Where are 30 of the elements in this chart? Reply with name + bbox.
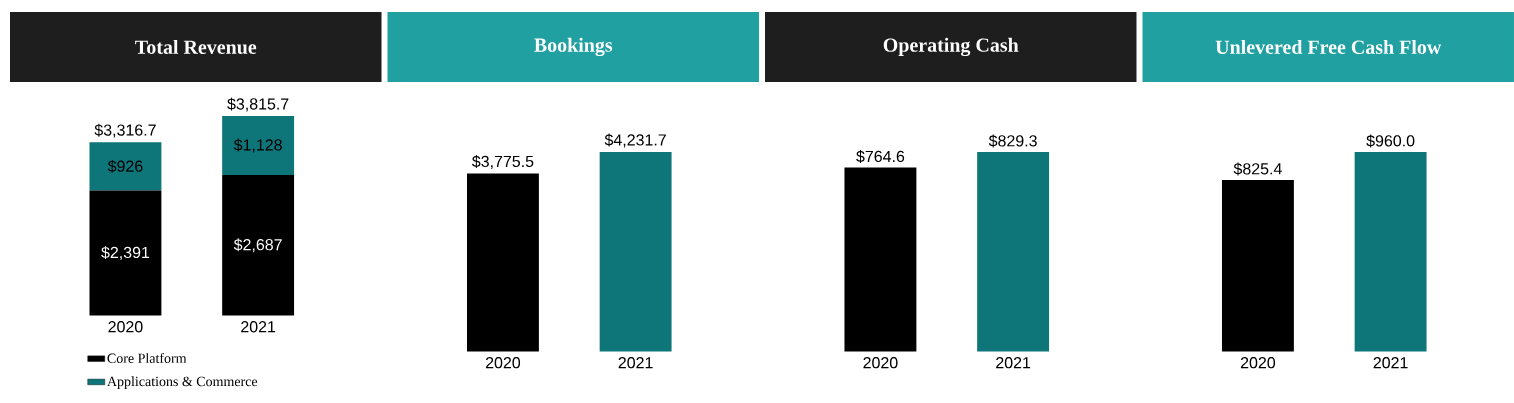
bar <box>222 174 295 316</box>
bar <box>89 141 162 191</box>
data-label: $825.4 <box>1233 162 1282 176</box>
x-tick-label: 2020 <box>485 356 521 369</box>
legend-label: Applications & Commerce <box>107 376 258 389</box>
data-label: $1,128 <box>233 138 282 153</box>
x-tick-label: 2021 <box>241 320 276 333</box>
data-label: $2,687 <box>233 238 282 253</box>
data-label: $829.3 <box>988 134 1037 148</box>
x-tick-label: 2020 <box>108 320 143 333</box>
data-label: $764.6 <box>856 149 905 163</box>
chart-title: Bookings <box>534 37 613 56</box>
chart-title: Unlevered Free Cash Flow <box>1215 39 1442 54</box>
data-label: $2,391 <box>101 245 150 260</box>
data-label: $3,775.5 <box>472 154 534 169</box>
x-tick-label: 2020 <box>1240 356 1276 369</box>
total-label: $3,316.7 <box>94 123 156 138</box>
chart-title: Operating Cash <box>883 37 1019 56</box>
x-tick-label: 2021 <box>1373 356 1408 369</box>
bar <box>89 190 162 316</box>
bar <box>222 115 295 175</box>
x-tick-label: 2020 <box>863 356 898 369</box>
legend-label: Core Platform <box>107 352 187 363</box>
data-label: $926 <box>107 159 143 173</box>
data-label: $4,231.7 <box>604 133 666 148</box>
x-tick-label: 2021 <box>996 356 1031 369</box>
data-label: $960.0 <box>1366 134 1415 148</box>
total-label: $3,815.7 <box>227 97 289 112</box>
chart-title: Total Revenue <box>135 39 257 54</box>
x-tick-label: 2021 <box>618 356 653 369</box>
